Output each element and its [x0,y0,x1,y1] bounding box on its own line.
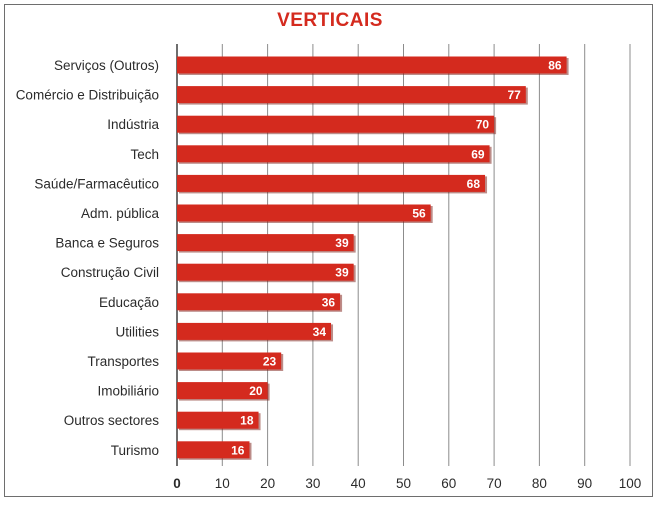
bar [177,145,490,163]
x-tick-label: 100 [619,476,642,491]
x-tick-label: 10 [215,476,230,491]
bar-value-label: 69 [471,147,485,161]
bar [177,322,332,340]
category-label: Tech [130,147,159,162]
x-tick-label: 50 [396,476,411,491]
category-label: Outros sectores [64,413,160,428]
bar-value-label: 36 [322,295,336,309]
bar-value-label: 77 [507,88,521,102]
category-label: Indústria [107,117,159,132]
category-label: Comércio e Distribuição [16,88,159,103]
bar [177,115,495,133]
category-label: Imobiliário [97,384,159,399]
category-label: Utilities [115,324,159,339]
x-tick-label: 90 [577,476,592,491]
bar-value-label: 70 [476,118,490,132]
bar-value-label: 86 [548,59,562,73]
category-label: Serviços (Outros) [54,58,159,73]
bar [177,234,354,252]
category-label: Adm. pública [81,206,160,221]
x-tick-label: 60 [441,476,456,491]
bar [177,293,341,311]
x-tick-label: 0 [173,476,181,491]
category-label: Educação [99,295,159,310]
chart-title: VERTICAIS [277,10,383,31]
x-tick-label: 40 [351,476,366,491]
category-label: Turismo [111,443,159,458]
bar-value-label: 34 [313,325,327,339]
x-tick-label: 20 [260,476,275,491]
bar [177,86,526,104]
bar [177,382,268,400]
bar [177,56,567,74]
bar [177,204,431,222]
x-tick-label: 30 [305,476,320,491]
category-label: Saúde/Farmacêutico [34,176,159,191]
x-tick-label: 70 [487,476,502,491]
bar [177,352,282,370]
bar-value-label: 20 [249,384,263,398]
category-label: Construção Civil [61,265,159,280]
bar-value-label: 39 [335,236,349,250]
bar [177,441,250,459]
bar-value-label: 18 [240,414,254,428]
category-label: Transportes [87,354,159,369]
bar [177,174,486,192]
bar [177,411,259,429]
bar-value-label: 39 [335,266,349,280]
bar-value-label: 16 [231,443,245,457]
bar [177,263,354,281]
category-label: Banca e Seguros [55,236,159,251]
x-tick-label: 80 [532,476,547,491]
bar-value-label: 56 [412,207,426,221]
bar-value-label: 23 [263,355,277,369]
bar-value-label: 68 [467,177,481,191]
